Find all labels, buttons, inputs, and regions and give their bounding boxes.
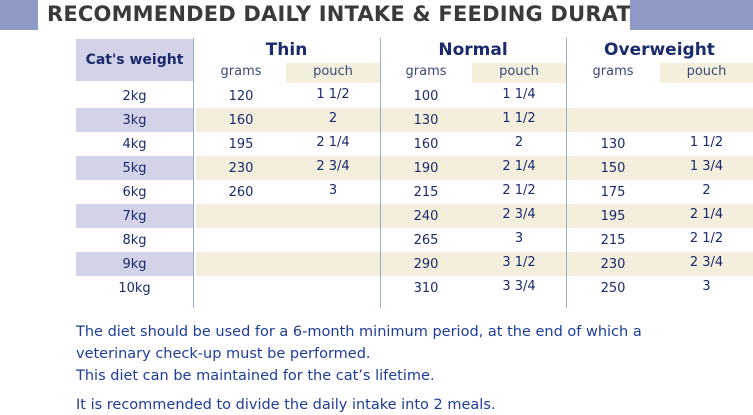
- grams-cell: 230: [228, 161, 254, 176]
- pouch-cell: 2: [514, 135, 524, 150]
- grams-cell: 130: [413, 113, 439, 128]
- grams-cell: 100: [413, 89, 439, 104]
- row-band: [566, 252, 753, 276]
- pouch-cell: 1 1/2: [689, 135, 724, 150]
- row-band: [380, 252, 566, 276]
- pouch-cell: 2 1/2: [689, 231, 724, 246]
- pouch-header-band: [472, 63, 566, 83]
- grams-cell: 150: [600, 161, 626, 176]
- row-band: [380, 108, 566, 132]
- grams-cell: 120: [228, 89, 254, 104]
- column-divider: [566, 38, 567, 308]
- pouch-cell: 1 1/2: [502, 111, 536, 126]
- weight-row-band: [76, 252, 193, 276]
- subheader-pouch: pouch: [313, 64, 353, 79]
- pouch-cell: 3: [514, 231, 524, 246]
- weight-cell: 10kg: [118, 281, 151, 296]
- column-divider: [193, 38, 194, 308]
- subheader-grams: grams: [220, 64, 262, 79]
- weight-cell: 9kg: [122, 257, 147, 272]
- weight-cell: 2kg: [122, 89, 147, 104]
- pouch-cell: 1 1/4: [502, 87, 536, 102]
- weight-cell: 7kg: [122, 209, 147, 224]
- weight-row-band: [76, 156, 193, 180]
- row-band: [196, 156, 380, 180]
- title-banner: RECOMMENDED DAILY INTAKE & FEEDING DURAT…: [0, 0, 753, 30]
- weight-cell: 6kg: [122, 185, 147, 200]
- grams-cell: 195: [600, 209, 626, 224]
- weight-cell: 3kg: [122, 113, 147, 128]
- grams-cell: 310: [413, 281, 439, 296]
- weight-cell: 5kg: [122, 161, 147, 176]
- banner-left-block: [0, 0, 38, 30]
- page-title: RECOMMENDED DAILY INTAKE & FEEDING DURAT…: [47, 2, 675, 26]
- row-band: [566, 204, 753, 228]
- weight-row-band: [76, 204, 193, 228]
- pouch-cell: 2 3/4: [502, 207, 536, 222]
- grams-cell: 190: [413, 161, 439, 176]
- row-band: [196, 252, 380, 276]
- grams-cell: 130: [600, 137, 626, 152]
- grams-cell: 260: [228, 185, 254, 200]
- pouch-cell: 2 3/4: [689, 255, 724, 270]
- pouch-cell: 2: [702, 183, 711, 198]
- grams-cell: 160: [228, 113, 254, 128]
- note-line: veterinary check-up must be performed.: [76, 346, 371, 362]
- subheader-pouch: pouch: [686, 64, 727, 79]
- grams-cell: 215: [600, 233, 626, 248]
- row-band: [380, 156, 566, 180]
- pouch-cell: 2 1/2: [502, 183, 536, 198]
- row-band: [380, 204, 566, 228]
- weight-cell: 4kg: [122, 137, 147, 152]
- banner-right-block: [630, 0, 753, 30]
- grams-cell: 265: [413, 233, 439, 248]
- note-line: The diet should be used for a 6-month mi…: [76, 324, 642, 340]
- pouch-header-band: [660, 63, 753, 83]
- subheader-grams: grams: [405, 64, 447, 79]
- row-band: [196, 204, 380, 228]
- column-divider: [380, 38, 381, 308]
- row-band: [196, 108, 380, 132]
- grams-cell: 290: [413, 257, 439, 272]
- grams-cell: 195: [228, 137, 254, 152]
- pouch-cell: 1 3/4: [689, 159, 724, 174]
- pouch-cell: 3: [702, 279, 711, 294]
- grams-cell: 215: [413, 185, 439, 200]
- pouch-cell: 1 1/2: [316, 87, 350, 102]
- grams-cell: 230: [600, 257, 626, 272]
- row-band: [566, 108, 753, 132]
- grams-cell: 175: [600, 185, 626, 200]
- pouch-cell: 3 1/2: [502, 255, 536, 270]
- pouch-cell: 2: [328, 111, 338, 126]
- pouch-cell: 3: [328, 183, 338, 198]
- note-line: This diet can be maintained for the cat’…: [76, 368, 435, 384]
- pouch-cell: 3 3/4: [502, 279, 536, 294]
- pouch-cell: 2 1/4: [316, 135, 350, 150]
- cats-weight-header: Cat's weight: [76, 39, 193, 81]
- grams-cell: 160: [413, 137, 439, 152]
- pouch-cell: 2 3/4: [316, 159, 350, 174]
- grams-cell: 250: [600, 281, 626, 296]
- pouch-cell: 2 1/4: [502, 159, 536, 174]
- pouch-header-band: [286, 63, 380, 83]
- subheader-grams: grams: [592, 64, 634, 79]
- group-title-thin: Thin: [265, 40, 308, 60]
- weight-cell: 8kg: [122, 233, 147, 248]
- group-title-overweight: Overweight: [604, 40, 715, 60]
- pouch-cell: 2 1/4: [689, 207, 724, 222]
- row-band: [566, 156, 753, 180]
- group-title-normal: Normal: [438, 40, 508, 60]
- subheader-pouch: pouch: [499, 64, 539, 79]
- grams-cell: 240: [413, 209, 439, 224]
- note-line: It is recommended to divide the daily in…: [76, 397, 496, 413]
- weight-row-band: [76, 108, 193, 132]
